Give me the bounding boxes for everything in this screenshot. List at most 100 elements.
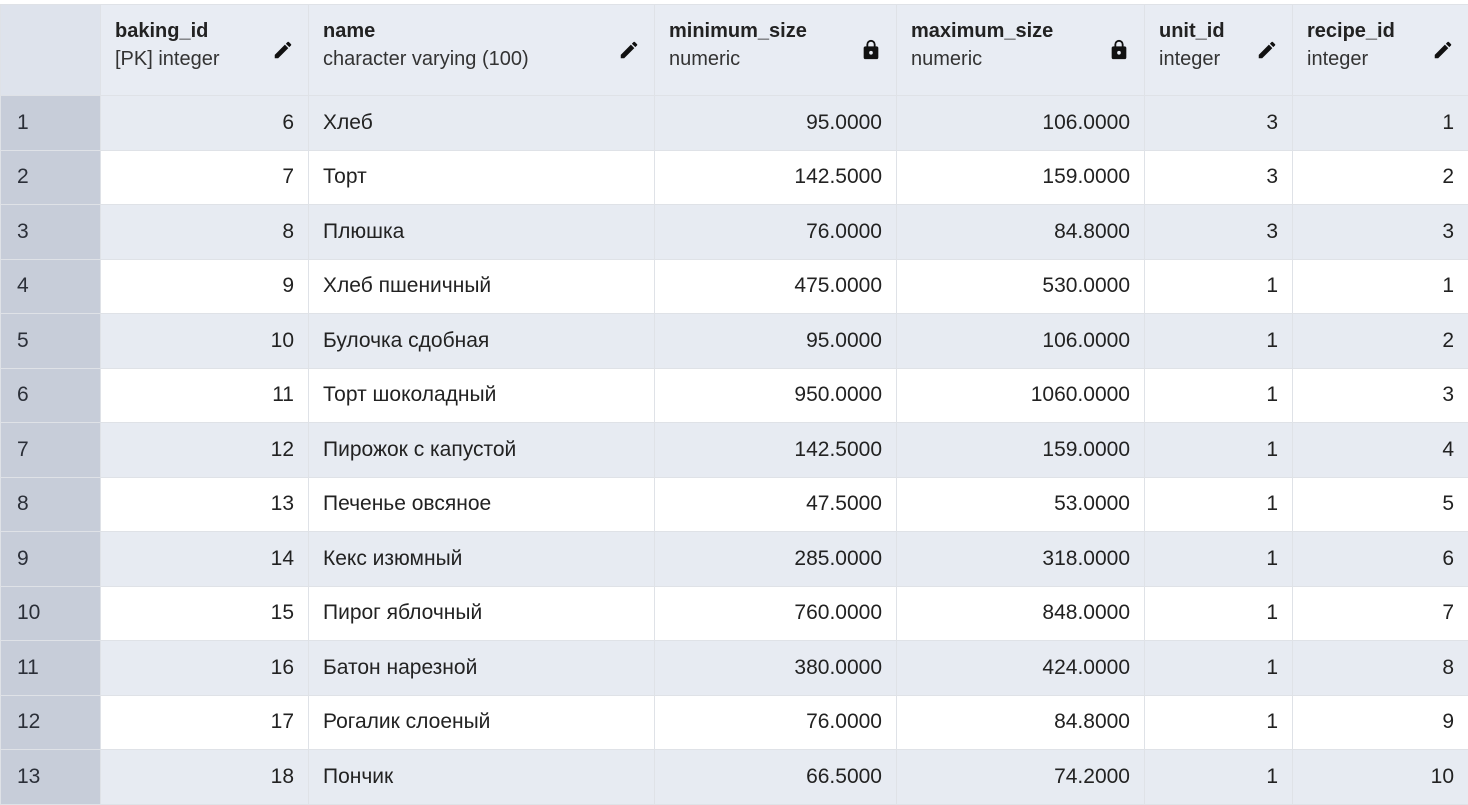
pencil-icon[interactable] <box>1432 39 1454 61</box>
cell-minimum-size[interactable]: 142.5000 <box>655 150 897 205</box>
cell-name[interactable]: Хлеб пшеничный <box>309 259 655 314</box>
cell-name[interactable]: Пончик <box>309 750 655 805</box>
cell-name[interactable]: Пирожок с капустой <box>309 423 655 478</box>
cell-unit-id[interactable]: 1 <box>1145 641 1293 696</box>
cell-name[interactable]: Хлеб <box>309 96 655 151</box>
pencil-icon[interactable] <box>272 39 294 61</box>
cell-baking-id[interactable]: 17 <box>101 695 309 750</box>
cell-minimum-size[interactable]: 95.0000 <box>655 96 897 151</box>
column-header-unit-id[interactable]: unit_id integer <box>1145 5 1293 96</box>
cell-maximum-size[interactable]: 106.0000 <box>897 96 1145 151</box>
cell-name[interactable]: Батон нарезной <box>309 641 655 696</box>
cell-name[interactable]: Пирог яблочный <box>309 586 655 641</box>
cell-recipe-id[interactable]: 7 <box>1293 586 1468 641</box>
cell-unit-id[interactable]: 3 <box>1145 96 1293 151</box>
cell-baking-id[interactable]: 10 <box>101 314 309 369</box>
cell-name[interactable]: Булочка сдобная <box>309 314 655 369</box>
cell-maximum-size[interactable]: 318.0000 <box>897 532 1145 587</box>
column-header-minimum-size[interactable]: minimum_size numeric <box>655 5 897 96</box>
row-number[interactable]: 11 <box>1 641 101 696</box>
cell-name[interactable]: Плюшка <box>309 205 655 260</box>
cell-recipe-id[interactable]: 3 <box>1293 205 1468 260</box>
cell-baking-id[interactable]: 6 <box>101 96 309 151</box>
row-number[interactable]: 10 <box>1 586 101 641</box>
cell-maximum-size[interactable]: 106.0000 <box>897 314 1145 369</box>
cell-minimum-size[interactable]: 76.0000 <box>655 205 897 260</box>
row-number[interactable]: 12 <box>1 695 101 750</box>
cell-recipe-id[interactable]: 8 <box>1293 641 1468 696</box>
row-number[interactable]: 2 <box>1 150 101 205</box>
cell-recipe-id[interactable]: 3 <box>1293 368 1468 423</box>
cell-maximum-size[interactable]: 530.0000 <box>897 259 1145 314</box>
cell-recipe-id[interactable]: 2 <box>1293 150 1468 205</box>
cell-unit-id[interactable]: 3 <box>1145 150 1293 205</box>
row-number[interactable]: 4 <box>1 259 101 314</box>
cell-recipe-id[interactable]: 6 <box>1293 532 1468 587</box>
cell-unit-id[interactable]: 1 <box>1145 532 1293 587</box>
cell-maximum-size[interactable]: 84.8000 <box>897 205 1145 260</box>
cell-minimum-size[interactable]: 95.0000 <box>655 314 897 369</box>
cell-recipe-id[interactable]: 5 <box>1293 477 1468 532</box>
cell-baking-id[interactable]: 7 <box>101 150 309 205</box>
row-number[interactable]: 8 <box>1 477 101 532</box>
cell-unit-id[interactable]: 1 <box>1145 586 1293 641</box>
cell-recipe-id[interactable]: 10 <box>1293 750 1468 805</box>
cell-unit-id[interactable]: 3 <box>1145 205 1293 260</box>
cell-recipe-id[interactable]: 9 <box>1293 695 1468 750</box>
cell-recipe-id[interactable]: 4 <box>1293 423 1468 478</box>
cell-recipe-id[interactable]: 1 <box>1293 259 1468 314</box>
cell-maximum-size[interactable]: 1060.0000 <box>897 368 1145 423</box>
cell-unit-id[interactable]: 1 <box>1145 314 1293 369</box>
column-header-recipe-id[interactable]: recipe_id integer <box>1293 5 1468 96</box>
cell-maximum-size[interactable]: 159.0000 <box>897 150 1145 205</box>
select-all-corner[interactable] <box>1 5 101 96</box>
cell-minimum-size[interactable]: 142.5000 <box>655 423 897 478</box>
row-number[interactable]: 3 <box>1 205 101 260</box>
row-number[interactable]: 9 <box>1 532 101 587</box>
cell-name[interactable]: Торт <box>309 150 655 205</box>
cell-name[interactable]: Рогалик слоеный <box>309 695 655 750</box>
cell-baking-id[interactable]: 9 <box>101 259 309 314</box>
cell-maximum-size[interactable]: 84.8000 <box>897 695 1145 750</box>
cell-maximum-size[interactable]: 424.0000 <box>897 641 1145 696</box>
pencil-icon[interactable] <box>1256 39 1278 61</box>
column-header-maximum-size[interactable]: maximum_size numeric <box>897 5 1145 96</box>
cell-unit-id[interactable]: 1 <box>1145 368 1293 423</box>
cell-minimum-size[interactable]: 760.0000 <box>655 586 897 641</box>
cell-name[interactable]: Кекс изюмный <box>309 532 655 587</box>
cell-minimum-size[interactable]: 285.0000 <box>655 532 897 587</box>
column-header-baking-id[interactable]: baking_id [PK] integer <box>101 5 309 96</box>
cell-minimum-size[interactable]: 76.0000 <box>655 695 897 750</box>
cell-baking-id[interactable]: 11 <box>101 368 309 423</box>
cell-maximum-size[interactable]: 53.0000 <box>897 477 1145 532</box>
cell-maximum-size[interactable]: 159.0000 <box>897 423 1145 478</box>
row-number[interactable]: 5 <box>1 314 101 369</box>
column-header-name[interactable]: name character varying (100) <box>309 5 655 96</box>
row-number[interactable]: 6 <box>1 368 101 423</box>
cell-baking-id[interactable]: 16 <box>101 641 309 696</box>
row-number[interactable]: 7 <box>1 423 101 478</box>
cell-name[interactable]: Печенье овсяное <box>309 477 655 532</box>
cell-name[interactable]: Торт шоколадный <box>309 368 655 423</box>
cell-baking-id[interactable]: 13 <box>101 477 309 532</box>
cell-minimum-size[interactable]: 475.0000 <box>655 259 897 314</box>
cell-baking-id[interactable]: 15 <box>101 586 309 641</box>
cell-minimum-size[interactable]: 66.5000 <box>655 750 897 805</box>
row-number[interactable]: 13 <box>1 750 101 805</box>
cell-baking-id[interactable]: 12 <box>101 423 309 478</box>
cell-maximum-size[interactable]: 74.2000 <box>897 750 1145 805</box>
row-number[interactable]: 1 <box>1 96 101 151</box>
cell-baking-id[interactable]: 18 <box>101 750 309 805</box>
cell-unit-id[interactable]: 1 <box>1145 477 1293 532</box>
pencil-icon[interactable] <box>618 39 640 61</box>
